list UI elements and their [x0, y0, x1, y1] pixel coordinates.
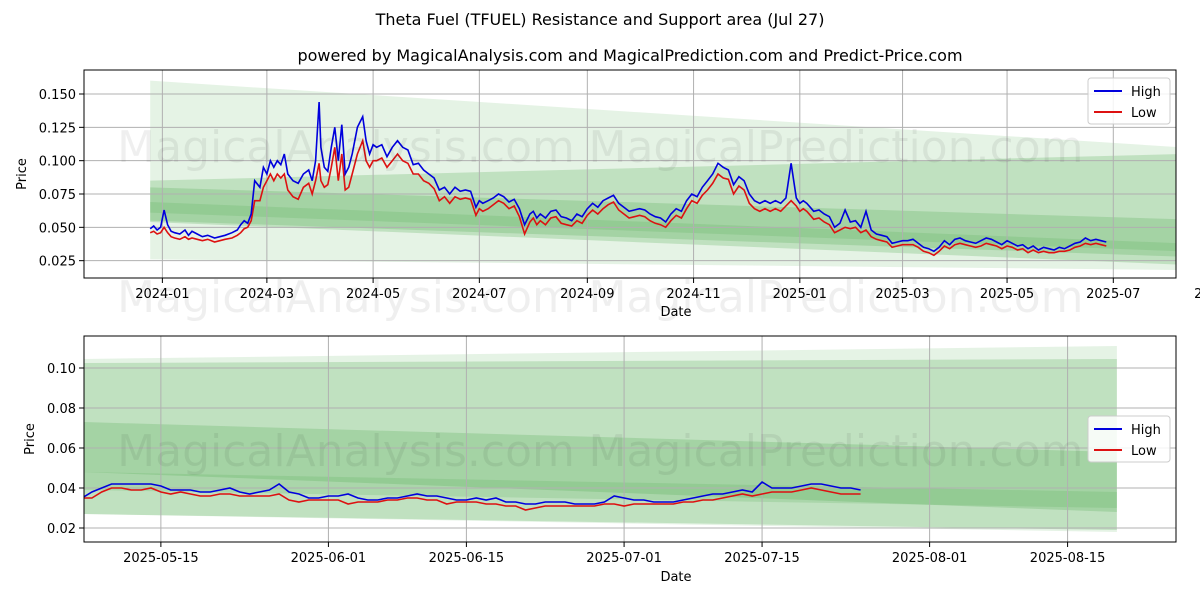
x-tick-label: 2024-05 [346, 287, 400, 302]
y-axis-label: Price [23, 423, 38, 455]
legend: High Low [1087, 77, 1171, 125]
y-tick-label: 0.100 [39, 155, 76, 170]
band-1 [84, 359, 1117, 530]
low-series-line [84, 487, 861, 511]
support-resistance-bands [150, 80, 1176, 270]
watermark-analysis-mid: MagicalAnalysis.com [117, 272, 575, 323]
legend-label-low: Low [1131, 106, 1157, 121]
watermark-prediction-bottom: MagicalPrediction.com [589, 426, 1084, 477]
high-series-line [149, 101, 1107, 253]
x-tick-label: 2025-05-15 [123, 551, 199, 566]
x-tick-label: 2024-01 [135, 287, 189, 302]
legend-label-low: Low [1131, 444, 1157, 459]
y-tick-label: 0.06 [47, 442, 76, 457]
x-tick-label: 2025-05 [980, 287, 1034, 302]
legend-label-high: High [1131, 423, 1161, 438]
x-tick-label: 2025-08-15 [1030, 551, 1106, 566]
band-1 [150, 154, 1176, 265]
x-tick-label: 2025-09 [1194, 287, 1200, 302]
x-axis-label: Date [660, 305, 691, 320]
high-series-line [84, 480, 861, 505]
legend: High Low [1087, 415, 1171, 463]
y-tick-label: 0.125 [39, 121, 76, 136]
grid-lines [84, 336, 1176, 542]
y-tick-label: 0.10 [47, 362, 76, 377]
watermark-analysis-bottom: MagicalAnalysis.com [117, 426, 575, 477]
watermark-prediction-top: MagicalPrediction.com [589, 122, 1084, 173]
watermark-prediction-mid: MagicalPrediction.com [589, 272, 1084, 323]
y-tick-label: 0.02 [47, 522, 76, 537]
plot-frame [83, 69, 1177, 279]
x-tick-label: 2025-06-01 [291, 551, 367, 566]
band-0 [84, 346, 1117, 532]
x-tick-label: 2025-08-01 [892, 551, 968, 566]
watermark-analysis-top: MagicalAnalysis.com [117, 122, 575, 173]
x-tick-label: 2024-09 [560, 287, 614, 302]
y-tick-label: 0.150 [39, 88, 76, 103]
x-tick-label: 2025-07 [1086, 287, 1140, 302]
band-0 [150, 80, 1176, 270]
series-lines [84, 480, 861, 511]
x-tick-label: 2025-03 [875, 287, 929, 302]
x-tick-label: 2025-01 [773, 287, 827, 302]
low-series-line [149, 137, 1107, 257]
x-tick-label: 2024-11 [666, 287, 720, 302]
x-tick-label: 2025-07-01 [586, 551, 662, 566]
price-chart-full-history: 2024-01 2024-03 2024-05 2024-07 2024-09 2024-… [15, 69, 1200, 320]
y-tick-label: 0.08 [47, 402, 76, 417]
y-tick-label: 0.025 [39, 255, 76, 270]
x-tick-label: 2025-07-15 [724, 551, 800, 566]
x-tick-label: 2024-07 [452, 287, 506, 302]
x-axis-label: Date [660, 570, 691, 585]
chart-title: Theta Fuel (TFUEL) Resistance and Suppor… [375, 10, 825, 29]
y-axis-label: Price [15, 158, 30, 190]
x-tick-label: 2024-03 [240, 287, 294, 302]
y-tick-label: 0.050 [39, 221, 76, 236]
band-2 [150, 187, 1176, 257]
chart-subtitle: powered by MagicalAnalysis.com and Magic… [297, 46, 962, 65]
series-lines [149, 101, 1107, 257]
y-tick-label: 0.04 [47, 482, 76, 497]
band-3 [84, 472, 1117, 508]
y-tick-label: 0.075 [39, 188, 76, 203]
price-chart-recent-zoom: 2025-05-15 2025-06-01 2025-06-15 2025-07-01… [23, 335, 1177, 585]
x-tick-label: 2025-06-15 [429, 551, 505, 566]
plot-frame [83, 335, 1177, 543]
legend-label-high: High [1131, 85, 1161, 100]
